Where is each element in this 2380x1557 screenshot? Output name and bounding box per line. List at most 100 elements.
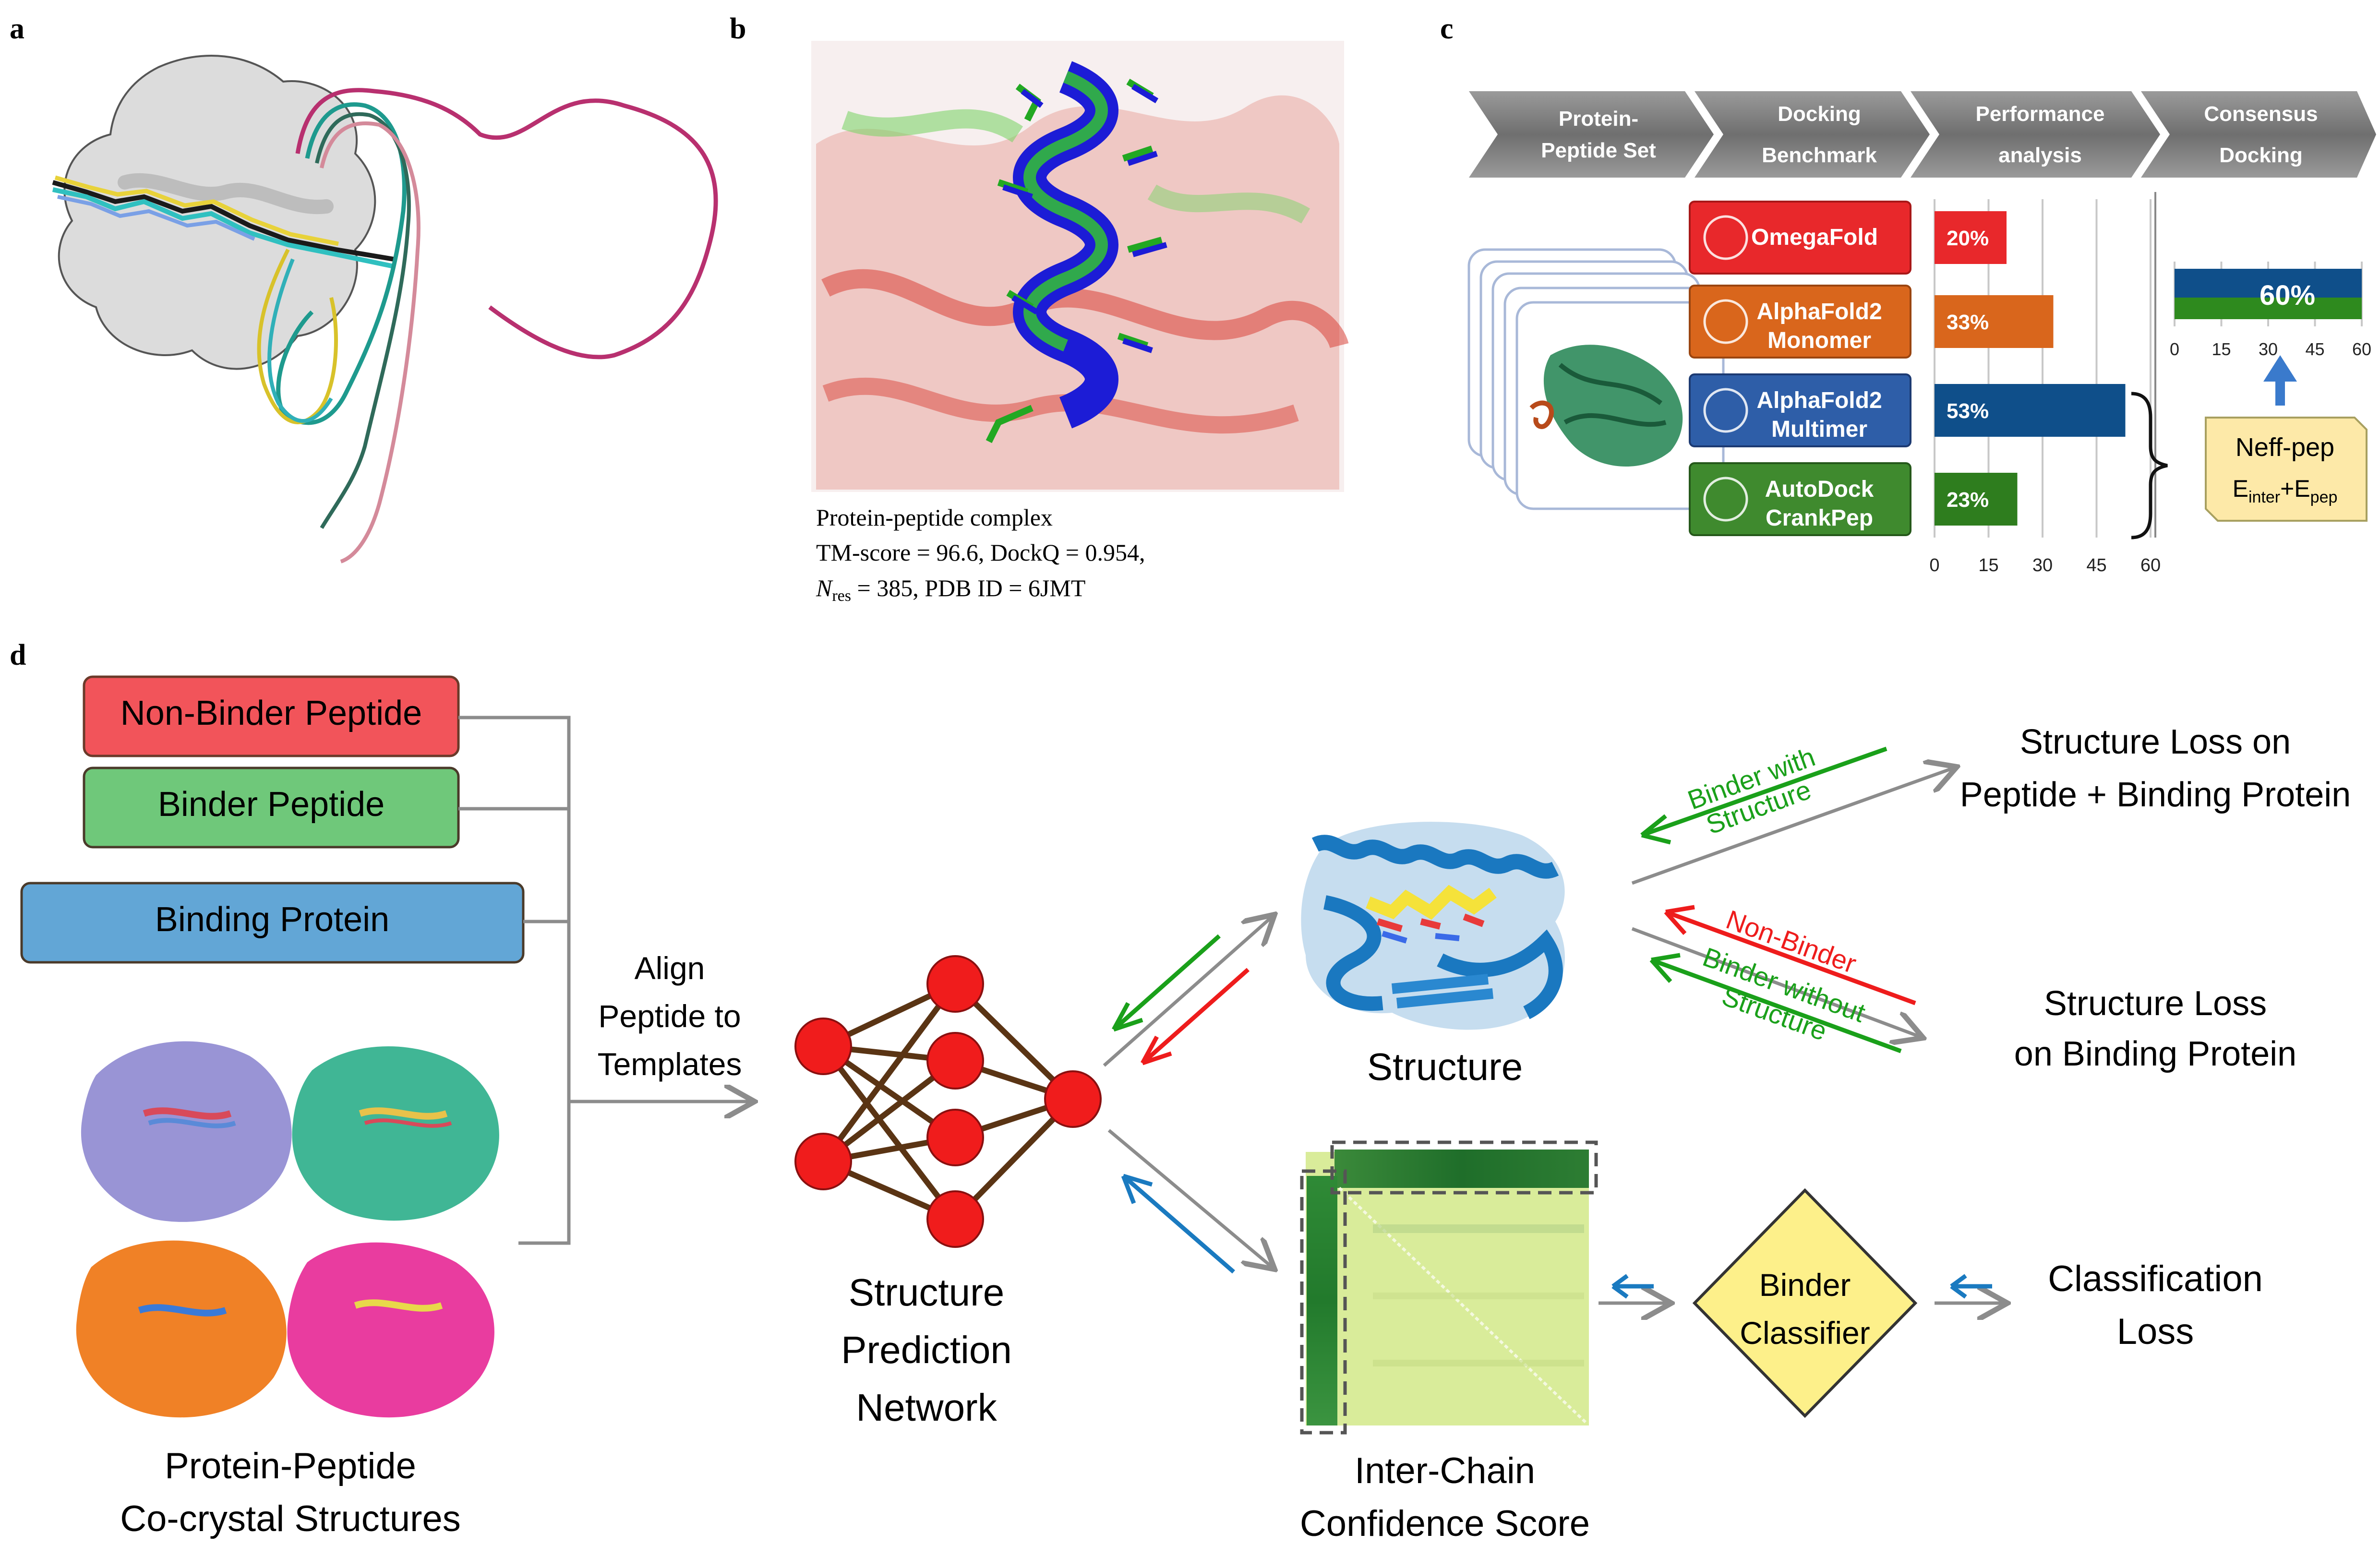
structure-pink [287,1242,494,1418]
prediction-network [794,955,1102,1248]
loss2-line1: Structure Loss [2044,984,2267,1023]
chart1-bar [1935,473,2018,526]
chart1-value-label: 20% [1947,227,1989,250]
peptide-stick-3 [54,175,339,246]
chart1-bar [1935,384,2126,437]
panel-b-caption-line3: Nres = 385, PDB ID = 6JMT [816,575,1085,605]
loss2-line2: on Binding Protein [2014,1035,2296,1073]
chart2-tick-label: 0 [2170,339,2179,359]
panel-label-d: d [10,639,26,671]
panel-a-structure [52,55,718,563]
structure-teal [292,1046,499,1221]
multimer-brace [2131,392,2168,539]
classification-line1: Classification [2048,1258,2263,1299]
neff-pep-label: Neff-pep [2236,433,2334,462]
neff-pep-box [2205,417,2368,522]
peptide-stick-1 [52,180,394,262]
method-af2-monomer-line1: AlphaFold2 [1756,299,1882,324]
loss1-line1: Structure Loss on [2020,723,2291,761]
chart1-tick-label: 30 [2032,555,2053,575]
method-omegafold: OmegaFold [1689,201,1911,275]
binder-classifier-diamond [1692,1188,1918,1418]
formula-e1: E [2233,475,2248,502]
align-line2: Peptide to [598,998,741,1034]
network-node [794,1133,852,1190]
binder-label: Binder Peptide [158,785,385,824]
consensus-chart: 0 15 30 45 60 60% [2170,262,2371,359]
chart1-value-label: 53% [1947,399,1989,423]
chart1-bar [1935,295,2054,348]
method-af2-monomer: AlphaFold2 Monomer [1689,285,1911,359]
network-node [926,955,984,1013]
chevron-2-line2: Benchmark [1762,144,1877,167]
panel-label-a: a [10,12,24,45]
method-af2-monomer-line2: Monomer [1767,328,1871,353]
classifier-line2: Classifier [1740,1315,1870,1351]
chart1-tick-label: 0 [1929,555,1939,575]
network-line2: Prediction [841,1329,1012,1371]
loss1-line2: Peptide + Binding Protein [1960,776,2351,814]
chart2-bar-multimer [2175,269,2362,298]
network-node [926,1032,984,1090]
chart2-tick-label: 15 [2212,339,2231,359]
non-binder-label: Non-Binder Peptide [120,694,422,732]
align-line3: Templates [598,1046,742,1082]
peptide-loop-pink [320,121,421,563]
structure-orange [76,1240,287,1418]
classifier-line1: Binder [1759,1267,1851,1303]
method-autodock-line1: AutoDock [1765,477,1874,502]
loss-arrows [1631,746,1954,1054]
network-line1: Structure [849,1271,1005,1314]
chart1-value-label: 23% [1947,488,1989,512]
network-node [794,1018,852,1075]
peptide-loop-darkgreen [315,112,411,529]
method-af2-multimer: AlphaFold2 Multimer [1689,373,1911,447]
confidence-heatmap [1300,1140,1598,1435]
binding-protein-label: Binding Protein [155,900,389,939]
formula-sub-pep: pep [2310,488,2338,506]
network-arrows [1103,917,1272,1274]
chart2-tick-label: 60 [2352,339,2371,359]
caption-line3-rest: = 385, PDB ID = 6JMT [851,575,1085,601]
peptide-loop-cyan [267,258,333,423]
chevron-4-line1: Consensus [2204,102,2318,126]
chevron-2-line1: Docking [1778,102,1861,126]
pipeline-chevrons [1469,91,2376,178]
chart1-tick-label: 15 [1978,555,1998,575]
chart1-tick-label: 45 [2086,555,2106,575]
confidence-line2: Confidence Score [1300,1503,1590,1544]
method-omegafold-label: OmegaFold [1751,225,1878,250]
chevron-4-line2: Docking [2219,144,2303,167]
cocrystal-line2: Co-crystal Structures [120,1498,461,1539]
network-node [926,1190,984,1248]
chart2-tick-label: 45 [2305,339,2324,359]
panel-b-caption-line1: Protein-peptide complex [816,504,1053,531]
input-boxes: Non-Binder Peptide Binder Peptide Bindin… [20,675,525,964]
classifier-arrows [1599,1274,2004,1303]
structure-label: Structure [1367,1045,1523,1088]
chart1-value-label: 33% [1947,311,1989,334]
chart2-tick-label: 30 [2259,339,2278,359]
n-subscript: res [832,587,851,605]
cocrystal-line1: Protein-Peptide [165,1446,416,1486]
method-autodock: AutoDock CrankPep [1689,462,1911,536]
predicted-structure [1301,822,1565,1030]
method-autodock-line2: CrankPep [1766,505,1873,531]
network-line3: Network [856,1386,997,1429]
network-node [1044,1070,1102,1128]
input-bracket [458,716,751,1245]
n-symbol: N [816,575,833,601]
chevron-3-line1: Performance [1975,102,2104,126]
network-node [926,1109,984,1166]
peptide-helix [986,61,1167,443]
confidence-line1: Inter-Chain [1355,1450,1535,1491]
method-af2-multimer-line1: AlphaFold2 [1756,388,1882,413]
chart1-bar [1935,211,2007,264]
method-af2-multimer-line2: Multimer [1771,417,1867,442]
peptide-stick-2 [52,187,395,269]
performance-chart: 0 15 30 45 60 20% 33% 53% 23% [1929,192,2161,575]
chevron-1-line2: Peptide Set [1541,139,1656,162]
formula-plus-e: +E [2280,475,2310,502]
protein-card-stack [1467,248,1725,510]
chart2-bar-autodock [2175,298,2362,319]
